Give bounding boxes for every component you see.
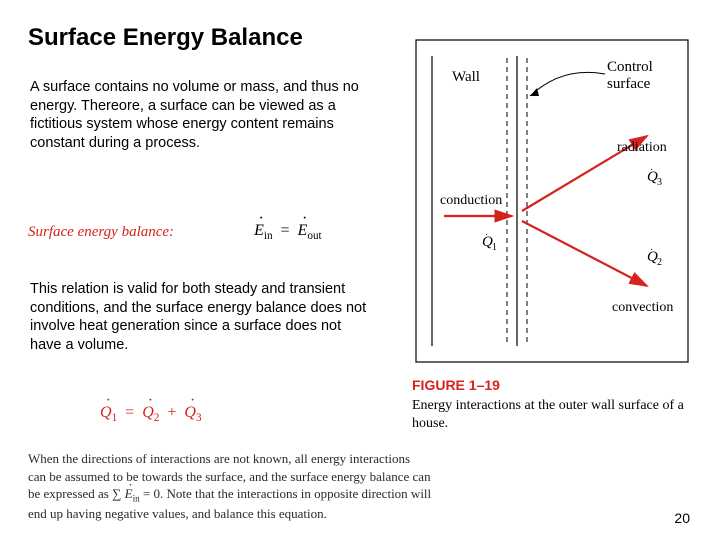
figure-caption: Energy interactions at the outer wall su…	[412, 397, 692, 433]
slide-title: Surface Energy Balance	[28, 24, 303, 52]
figure-number: FIGURE 1–19	[412, 377, 692, 393]
eq-sub-out: out	[307, 230, 321, 242]
equation-label: Surface energy balance:	[28, 224, 174, 241]
paragraph-2: This relation is valid for both steady a…	[30, 280, 375, 354]
equation-q-balance: Q1 = Q2 + Q3	[100, 404, 202, 424]
radiation-label: radiation	[617, 140, 667, 155]
footnote-l3-post: Note that the interactions in opposite d…	[163, 486, 431, 501]
q2-sub: 2	[657, 257, 662, 268]
page-number: 20	[674, 510, 690, 526]
control-label-2: surface	[607, 76, 651, 92]
q3-sub: 3	[657, 177, 662, 188]
eq-sub-in: in	[264, 230, 273, 242]
q-sub-3: 3	[196, 412, 202, 424]
footnote-l3-pre: be expressed as	[28, 486, 112, 501]
q-sub-2: 2	[154, 412, 160, 424]
footnote: When the directions of interactions are …	[28, 450, 628, 523]
wall-label: Wall	[452, 69, 480, 85]
conduction-label: conduction	[440, 193, 502, 208]
svg-text:·: ·	[650, 244, 653, 255]
footnote-line-2: can be assumed to be towards the surface…	[28, 468, 628, 486]
q1-sub: 1	[492, 242, 497, 253]
equation-body: Ein = Eout	[254, 222, 322, 242]
equation-surface-balance: Surface energy balance: Ein = Eout	[28, 222, 398, 242]
footnote-line-4: end up having negative values, and balan…	[28, 505, 628, 523]
svg-text:·: ·	[485, 229, 488, 240]
figure-svg: Wall Control surface conduction Q 1 · ra…	[412, 36, 692, 366]
slide: Surface Energy Balance A surface contain…	[0, 0, 720, 540]
convection-label: convection	[612, 300, 673, 315]
paragraph-1: A surface contains no volume or mass, an…	[30, 78, 375, 152]
q-sub-1: 1	[112, 412, 118, 424]
footnote-line-1: When the directions of interactions are …	[28, 450, 628, 468]
footnote-line-3: be expressed as ∑ Ein = 0. Note that the…	[28, 485, 628, 505]
svg-text:·: ·	[650, 164, 653, 175]
figure-1-19: Wall Control surface conduction Q 1 · ra…	[412, 36, 692, 433]
control-label-1: Control	[607, 59, 653, 75]
